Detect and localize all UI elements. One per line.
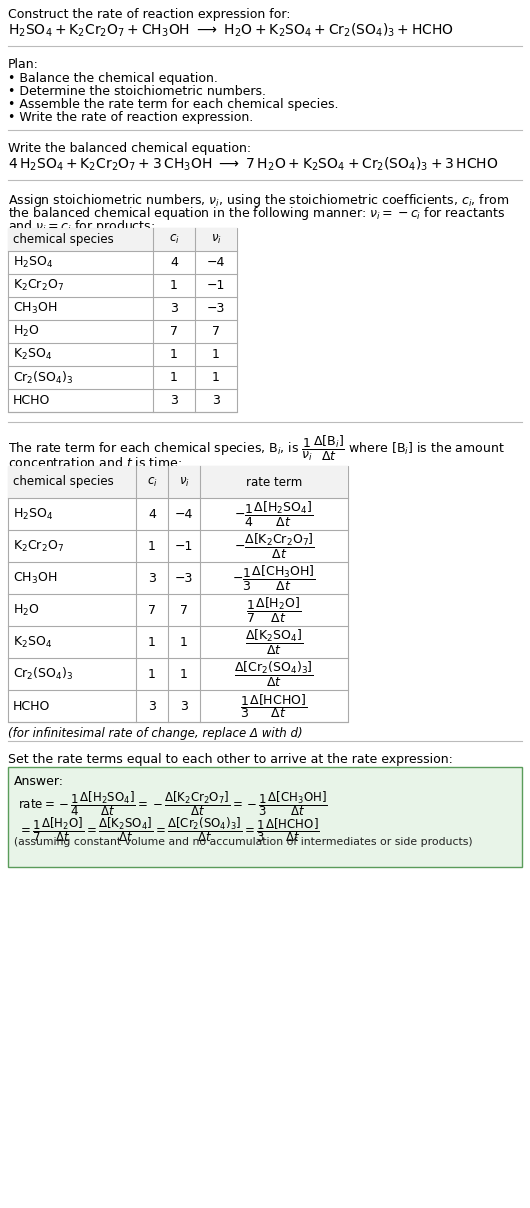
- Text: 7: 7: [170, 325, 178, 338]
- Text: 1: 1: [180, 635, 188, 649]
- Text: 4: 4: [148, 507, 156, 521]
- Text: −3: −3: [207, 302, 225, 315]
- Text: $\mathrm{K_2SO_4}$: $\mathrm{K_2SO_4}$: [13, 347, 52, 362]
- Text: −1: −1: [175, 540, 193, 552]
- Text: Write the balanced chemical equation:: Write the balanced chemical equation:: [8, 143, 251, 155]
- Text: 1: 1: [170, 371, 178, 384]
- Text: $-\dfrac{1}{4}\dfrac{\Delta[\mathrm{H_2SO_4}]}{\Delta t}$: $-\dfrac{1}{4}\dfrac{\Delta[\mathrm{H_2S…: [234, 499, 314, 529]
- Text: 1: 1: [148, 668, 156, 680]
- Text: Plan:: Plan:: [8, 58, 39, 71]
- Text: $\mathrm{H_2O}$: $\mathrm{H_2O}$: [13, 603, 40, 617]
- Text: $= \dfrac{1}{7}\dfrac{\Delta[\mathrm{H_2O}]}{\Delta t} = \dfrac{\Delta[\mathrm{K: $= \dfrac{1}{7}\dfrac{\Delta[\mathrm{H_2…: [18, 815, 320, 844]
- Text: $-\dfrac{1}{3}\dfrac{\Delta[\mathrm{CH_3OH}]}{\Delta t}$: $-\dfrac{1}{3}\dfrac{\Delta[\mathrm{CH_3…: [232, 563, 316, 592]
- Text: $c_i$: $c_i$: [147, 476, 157, 488]
- Text: 1: 1: [148, 540, 156, 552]
- Text: Set the rate terms equal to each other to arrive at the rate expression:: Set the rate terms equal to each other t…: [8, 753, 453, 766]
- Text: and $\nu_i = c_i$ for products:: and $\nu_i = c_i$ for products:: [8, 217, 155, 236]
- Text: $\mathrm{K_2SO_4}$: $\mathrm{K_2SO_4}$: [13, 634, 52, 650]
- Text: HCHO: HCHO: [13, 394, 50, 407]
- Text: rate term: rate term: [246, 476, 302, 488]
- Text: $\mathrm{rate} = -\dfrac{1}{4}\dfrac{\Delta[\mathrm{H_2SO_4}]}{\Delta t} = -\dfr: $\mathrm{rate} = -\dfrac{1}{4}\dfrac{\De…: [18, 789, 328, 818]
- Text: $-\dfrac{\Delta[\mathrm{K_2Cr_2O_7}]}{\Delta t}$: $-\dfrac{\Delta[\mathrm{K_2Cr_2O_7}]}{\D…: [234, 532, 314, 561]
- Text: $\dfrac{\Delta[\mathrm{K_2SO_4}]}{\Delta t}$: $\dfrac{\Delta[\mathrm{K_2SO_4}]}{\Delta…: [245, 627, 303, 656]
- Text: • Balance the chemical equation.: • Balance the chemical equation.: [8, 72, 218, 85]
- Text: $\nu_i$: $\nu_i$: [210, 233, 222, 246]
- Text: • Write the rate of reaction expression.: • Write the rate of reaction expression.: [8, 111, 253, 124]
- Text: −4: −4: [175, 507, 193, 521]
- Text: $\dfrac{\Delta[\mathrm{Cr_2(SO_4)_3}]}{\Delta t}$: $\dfrac{\Delta[\mathrm{Cr_2(SO_4)_3}]}{\…: [234, 660, 314, 689]
- Text: $c_i$: $c_i$: [169, 233, 179, 246]
- Text: 3: 3: [212, 394, 220, 407]
- Text: $\dfrac{1}{7}\dfrac{\Delta[\mathrm{H_2O}]}{\Delta t}$: $\dfrac{1}{7}\dfrac{\Delta[\mathrm{H_2O}…: [246, 596, 302, 625]
- Text: $\mathrm{H_2SO_4}$: $\mathrm{H_2SO_4}$: [13, 506, 54, 522]
- Text: $\mathrm{H_2O}$: $\mathrm{H_2O}$: [13, 324, 40, 339]
- Text: the balanced chemical equation in the following manner: $\nu_i = -c_i$ for react: the balanced chemical equation in the fo…: [8, 205, 506, 222]
- Text: 3: 3: [170, 394, 178, 407]
- Text: $\mathrm{Cr_2(SO_4)_3}$: $\mathrm{Cr_2(SO_4)_3}$: [13, 666, 74, 683]
- Text: $\dfrac{1}{3}\dfrac{\Delta[\mathrm{HCHO}]}{\Delta t}$: $\dfrac{1}{3}\dfrac{\Delta[\mathrm{HCHO}…: [241, 692, 307, 720]
- Text: $\mathrm{K_2Cr_2O_7}$: $\mathrm{K_2Cr_2O_7}$: [13, 539, 64, 553]
- Text: $\mathrm{H_2SO_4}$: $\mathrm{H_2SO_4}$: [13, 255, 54, 271]
- Text: HCHO: HCHO: [13, 699, 50, 713]
- Text: 1: 1: [148, 635, 156, 649]
- Text: 3: 3: [148, 571, 156, 585]
- Text: Answer:: Answer:: [14, 776, 64, 788]
- Text: (assuming constant volume and no accumulation of intermediates or side products): (assuming constant volume and no accumul…: [14, 837, 473, 847]
- Text: $\mathrm{4\,H_2SO_4 + K_2Cr_2O_7 + 3\,CH_3OH\ \longrightarrow\ 7\,H_2O + K_2SO_4: $\mathrm{4\,H_2SO_4 + K_2Cr_2O_7 + 3\,CH…: [8, 156, 498, 174]
- Text: −4: −4: [207, 256, 225, 269]
- Text: 3: 3: [170, 302, 178, 315]
- Text: $\mathrm{CH_3OH}$: $\mathrm{CH_3OH}$: [13, 570, 57, 586]
- Text: 4: 4: [170, 256, 178, 269]
- Bar: [8, 767, 522, 867]
- Text: −1: −1: [207, 279, 225, 292]
- Bar: [8, 228, 237, 412]
- Text: Construct the rate of reaction expression for:: Construct the rate of reaction expressio…: [8, 8, 290, 21]
- Bar: [8, 466, 348, 498]
- Text: 1: 1: [170, 279, 178, 292]
- Bar: [8, 228, 237, 251]
- Text: $\nu_i$: $\nu_i$: [179, 476, 189, 488]
- Text: The rate term for each chemical species, B$_i$, is $\dfrac{1}{\nu_i}\dfrac{\Delt: The rate term for each chemical species,…: [8, 434, 505, 463]
- Text: Assign stoichiometric numbers, $\nu_i$, using the stoichiometric coefficients, $: Assign stoichiometric numbers, $\nu_i$, …: [8, 192, 509, 209]
- Text: 1: 1: [170, 348, 178, 361]
- Text: 3: 3: [180, 699, 188, 713]
- Text: • Assemble the rate term for each chemical species.: • Assemble the rate term for each chemic…: [8, 98, 339, 111]
- Text: 7: 7: [148, 604, 156, 616]
- Text: concentration and $t$ is time:: concentration and $t$ is time:: [8, 455, 182, 470]
- Text: $\mathrm{K_2Cr_2O_7}$: $\mathrm{K_2Cr_2O_7}$: [13, 278, 64, 294]
- Bar: [8, 466, 348, 722]
- Text: $\mathrm{H_2SO_4 + K_2Cr_2O_7 + CH_3OH\ \longrightarrow\ H_2O + K_2SO_4 + Cr_2(S: $\mathrm{H_2SO_4 + K_2Cr_2O_7 + CH_3OH\ …: [8, 22, 454, 40]
- Text: 1: 1: [180, 668, 188, 680]
- Text: 7: 7: [180, 604, 188, 616]
- Text: $\mathrm{CH_3OH}$: $\mathrm{CH_3OH}$: [13, 301, 57, 316]
- Text: 1: 1: [212, 348, 220, 361]
- Text: chemical species: chemical species: [13, 476, 114, 488]
- Text: (for infinitesimal rate of change, replace Δ with d): (for infinitesimal rate of change, repla…: [8, 727, 303, 741]
- Text: $\mathrm{Cr_2(SO_4)_3}$: $\mathrm{Cr_2(SO_4)_3}$: [13, 370, 74, 385]
- Text: chemical species: chemical species: [13, 233, 114, 246]
- Text: −3: −3: [175, 571, 193, 585]
- Text: 7: 7: [212, 325, 220, 338]
- Text: • Determine the stoichiometric numbers.: • Determine the stoichiometric numbers.: [8, 85, 266, 98]
- Text: 3: 3: [148, 699, 156, 713]
- Text: 1: 1: [212, 371, 220, 384]
